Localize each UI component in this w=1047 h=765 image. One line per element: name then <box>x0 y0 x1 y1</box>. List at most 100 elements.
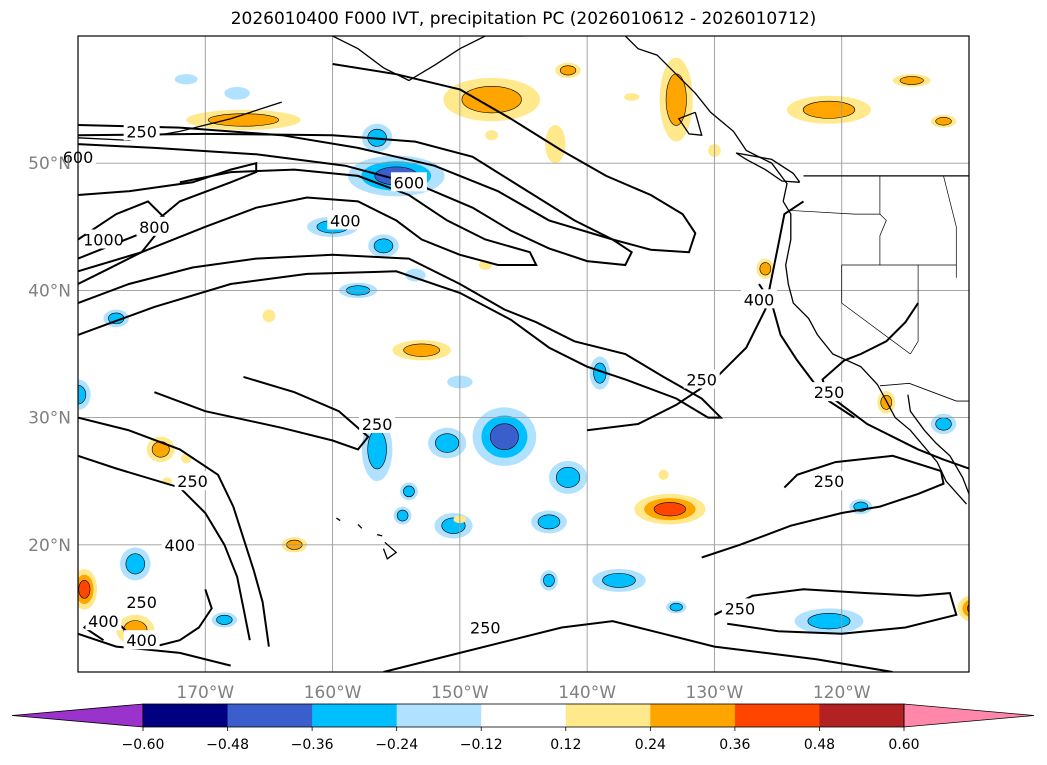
contour-label-12: 400 <box>165 536 196 555</box>
contour-label-14: 400 <box>88 612 119 631</box>
colorbar-tick-label-8: 0.48 <box>804 737 835 753</box>
colorbar-tick-label-7: 0.36 <box>719 737 750 753</box>
colorbar-segment-5 <box>565 704 651 727</box>
chart-title: 2026010400 F000 IVT, precipitation PC (2… <box>230 9 817 29</box>
contour-label-bg-14 <box>85 611 122 631</box>
positive-precip-blob-15 <box>957 595 969 622</box>
contour-label-7: 250 <box>686 370 717 389</box>
ivt-contour-250-mid <box>78 253 724 419</box>
ivt-contour-400-east <box>758 283 969 470</box>
negative-precip-blob-3 <box>368 234 399 258</box>
positive-precip-blob-3 <box>624 93 640 101</box>
contour-label-10: 250 <box>177 472 208 491</box>
colorbar-frame <box>142 703 905 728</box>
colorbar-extend-min <box>11 703 144 728</box>
x-tick-label-3: 140°W <box>558 683 616 700</box>
contour-label-bg-5 <box>390 172 427 192</box>
negative-precip-blob-26 <box>174 74 198 85</box>
negative-precip-blob-27 <box>930 413 957 435</box>
maui <box>376 533 383 537</box>
state-border-ca-nv <box>841 265 911 355</box>
negative-precip-blob-7 <box>78 379 91 410</box>
positive-precip-blob-12 <box>146 436 175 463</box>
ivt-contour-250-se-loop <box>713 588 958 635</box>
colorbar-segment-0 <box>143 704 229 727</box>
hawaii-big-island <box>382 541 398 560</box>
colorbar-segment-2 <box>312 704 398 727</box>
contour-label-13: 250 <box>126 593 157 612</box>
vancouver-island <box>735 152 801 183</box>
colorbar-extend-max <box>903 703 1035 728</box>
aleutian-islands <box>78 101 282 141</box>
contour-label-bg-4 <box>327 210 364 230</box>
contour-label-bg-16 <box>467 617 504 637</box>
negative-precip-blob-24 <box>211 612 238 628</box>
y-tick-label-0: 20°N <box>28 536 71 556</box>
colorbar-tick-label-3: −0.24 <box>375 737 418 753</box>
colorbar-tick-label-4: −0.12 <box>460 737 503 753</box>
ivt-contour-400-sw <box>78 416 270 647</box>
contour-label-9: 250 <box>362 415 393 434</box>
positive-precip-blob-10 <box>485 130 499 141</box>
negative-precip-blob-16 <box>393 506 412 525</box>
positive-precip-blob-1 <box>443 77 541 122</box>
negative-precip-blob-23 <box>666 600 687 614</box>
colorbar-tick-label-0: −0.60 <box>122 737 165 753</box>
colorbar-segment-4 <box>481 704 567 727</box>
contour-label-3: 800 <box>139 218 170 237</box>
contour-label-bg-0 <box>123 121 160 141</box>
x-tick-label-1: 160°W <box>304 683 362 700</box>
plot-frame <box>77 35 970 673</box>
contour-label-15: 400 <box>126 631 157 650</box>
contour-label-bg-3 <box>136 216 173 236</box>
colorbar-segment-6 <box>650 704 736 727</box>
negative-precip-blob-21 <box>794 608 864 634</box>
contour-label-2: 1000 <box>83 231 124 250</box>
contour-label-bg-7 <box>683 369 720 389</box>
positive-precip-blob-11 <box>392 340 451 361</box>
negative-precip-blob-12 <box>589 356 611 390</box>
contour-label-8: 250 <box>814 383 845 402</box>
ivt-contour-250-loop <box>154 375 370 451</box>
positive-precip-blob-14 <box>78 568 98 610</box>
positive-precip-blob-8 <box>545 125 566 164</box>
negative-precip-blob-15 <box>400 482 418 501</box>
colorbar-segment-8 <box>819 704 905 727</box>
state-border-or-id <box>879 213 887 265</box>
north-america-coastline <box>624 36 967 505</box>
x-tick-label-0: 170°W <box>176 683 234 700</box>
colorbar-segment-1 <box>227 704 313 727</box>
contour-label-bg-6 <box>740 289 777 309</box>
state-border-mt-id <box>943 175 957 278</box>
negative-precip-blob-17 <box>531 510 567 534</box>
contour-label-bg-17 <box>721 598 758 618</box>
contour-label-11: 250 <box>814 472 845 491</box>
ivt-contour-250-south-east <box>701 454 945 559</box>
colorbar-tick-label-9: 0.60 <box>888 737 919 753</box>
contour-label-bg-9 <box>359 413 396 433</box>
colorbar-tick-label-5: 0.12 <box>550 737 581 753</box>
positive-precip-blob-24 <box>658 469 669 480</box>
x-tick-label-2: 150°W <box>431 683 489 700</box>
y-tick-label-3: 50°N <box>28 154 71 174</box>
colorbar-tick-label-6: 0.24 <box>635 737 666 753</box>
colorbar-segment-7 <box>734 704 820 727</box>
contour-label-17: 250 <box>725 599 756 618</box>
contour-label-bg-8 <box>810 382 847 402</box>
positive-precip-blob-4 <box>659 57 693 142</box>
positive-precip-blob-0 <box>186 109 301 131</box>
negative-precip-blob-25 <box>224 86 250 100</box>
positive-precip-blob-13 <box>634 493 706 525</box>
colorbar-tick-label-1: −0.48 <box>206 737 249 753</box>
ivt-contour-400-north <box>78 168 538 273</box>
alaska-peninsula-coastline <box>332 36 524 82</box>
colorbar-tick-label-2: −0.36 <box>291 737 334 753</box>
oahu <box>357 523 363 529</box>
x-tick-label-5: 120°W <box>813 683 871 700</box>
positive-precip-blob-20 <box>262 309 276 323</box>
contour-label-bg-11 <box>810 471 847 491</box>
y-tick-label-1: 30°N <box>28 409 71 429</box>
ivt-contour-400-loop <box>154 588 213 648</box>
